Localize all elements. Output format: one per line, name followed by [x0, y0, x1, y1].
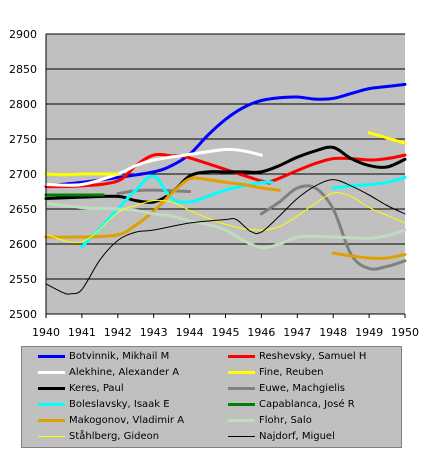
legend-label: Botvinnik, Mikhail M — [69, 350, 170, 362]
x-tick-label: 1944 — [176, 326, 204, 339]
axes — [45, 34, 406, 318]
legend-label: Capablanca, José R — [259, 398, 355, 410]
y-tick-label: 2800 — [9, 98, 37, 111]
y-tick-label: 2600 — [9, 238, 37, 251]
y-tick-label: 2650 — [9, 203, 37, 216]
legend-swatch — [228, 402, 255, 406]
series-line-stahlberg-gideon — [45, 192, 406, 244]
legend-label: Ståhlberg, Gideon — [69, 430, 160, 442]
legend-swatch — [228, 435, 255, 437]
legend-label: Najdorf, Miguel — [259, 430, 335, 442]
series-line-botvinnik-mikhail-m — [44, 82, 407, 188]
y-tick-label: 2850 — [9, 63, 37, 76]
legend-swatch — [228, 370, 255, 374]
legend-item-flohr-salo: Flohr, Salo — [228, 413, 312, 427]
series-line-makogonov-vladimir-a — [44, 176, 281, 239]
legend-item-najdorf-miguel: Najdorf, Miguel — [228, 429, 335, 443]
legend-item-reshevsky-samuel-h: Reshevsky, Samuel H — [228, 349, 366, 363]
series-lines — [44, 82, 407, 295]
legend-label: Reshevsky, Samuel H — [259, 350, 367, 362]
legend-swatch — [38, 354, 65, 358]
legend-swatch — [38, 402, 65, 406]
series-line-flohr-salo — [44, 201, 407, 250]
series-line-euwe-machgielis-1946-1950 — [259, 184, 407, 271]
legend-item-capablanca-jose-r: Capablanca, José R — [228, 397, 355, 411]
legend-label: Boleslavsky, Isaak E — [69, 398, 170, 410]
legend-item-boleslavsky-isaak-e: Boleslavsky, Isaak E — [38, 397, 170, 411]
x-tick-label: 1940 — [32, 326, 60, 339]
x-axis-tick-labels: 1940 1941 1942 1943 1944 1945 1946 1947 1948 1949… — [32, 326, 419, 339]
series-line-fine-reuben — [44, 172, 120, 177]
legend-item-fine-reuben: Fine, Reuben — [228, 365, 323, 379]
x-tick-label: 1945 — [212, 326, 240, 339]
legend-label: Euwe, Machgielis — [259, 382, 345, 394]
legend-item-euwe-machgielis: Euwe, Machgielis — [228, 381, 345, 395]
series-line-najdorf-miguel — [45, 179, 406, 295]
x-tick-label: 1950 — [391, 326, 419, 339]
legend-label: Flohr, Salo — [259, 414, 312, 426]
series-line-alekhine-alexander-a — [44, 147, 263, 187]
series-line-keres-paul — [44, 145, 407, 204]
legend-item-alekhine-alexander-a: Alekhine, Alexander A — [38, 365, 179, 379]
legend-swatch — [228, 354, 255, 358]
x-tick-label: 1943 — [140, 326, 168, 339]
x-tick-label: 1941 — [68, 326, 96, 339]
legend-item-keres-paul: Keres, Paul — [38, 381, 124, 395]
legend-label: Alekhine, Alexander A — [69, 366, 180, 378]
legend-swatch — [228, 418, 255, 422]
legend-swatch — [38, 386, 65, 390]
legend-label: Makogonov, Vladimir A — [69, 414, 185, 426]
x-tick-label: 1946 — [247, 326, 275, 339]
series-line-boleslavsky-isaak-e-1948-1950 — [331, 176, 407, 190]
y-tick-label: 2500 — [9, 308, 37, 321]
legend-item-stahlberg-gideon: Ståhlberg, Gideon — [38, 429, 159, 443]
y-tick-label: 2550 — [9, 273, 37, 286]
series-line-makogonov-vladimir-a-1948-1950 — [331, 251, 407, 260]
y-tick-label: 2750 — [9, 133, 37, 146]
y-tick-label: 2900 — [9, 28, 37, 41]
x-tick-label: 1942 — [104, 326, 132, 339]
legend-swatch — [38, 435, 65, 437]
legend-label: Keres, Paul — [69, 382, 124, 394]
legend-swatch — [38, 418, 65, 422]
legend-item-makogonov-vladimir-a: Makogonov, Vladimir A — [38, 413, 184, 427]
legend-swatch — [38, 370, 65, 374]
y-tick-label: 2700 — [9, 168, 37, 181]
legend-swatch — [228, 386, 255, 390]
x-tick-label: 1947 — [283, 326, 311, 339]
legend-label: Fine, Reuben — [259, 366, 324, 378]
legend: Botvinnik, Mikhail M Reshevsky, Samuel H A… — [21, 346, 402, 448]
x-tick-label: 1948 — [319, 326, 347, 339]
series-line-fine-reuben-1949-1950 — [367, 131, 407, 145]
x-tick-label: 1949 — [355, 326, 383, 339]
y-axis-tick-labels: 2500 2550 2600 2650 2700 2750 2800 2850 2900 — [9, 28, 37, 321]
legend-item-botvinnik-mikhail-m: Botvinnik, Mikhail M — [38, 349, 169, 363]
